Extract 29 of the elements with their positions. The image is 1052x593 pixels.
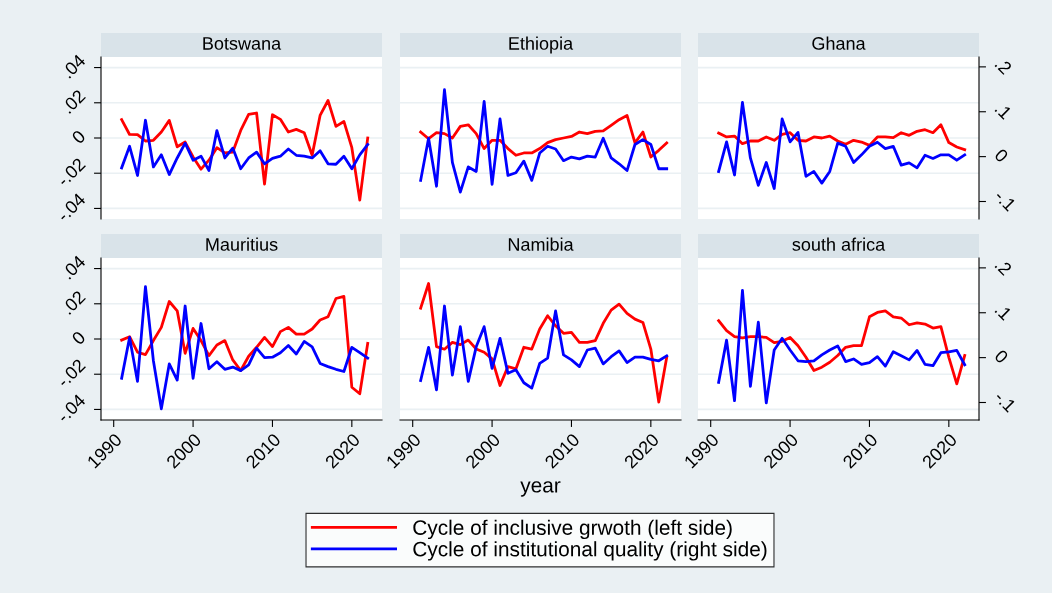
y-tick-label: .02 [61, 289, 87, 315]
y2-tick-label: .2 [994, 258, 1013, 276]
y-tick-label: -.02 [56, 157, 87, 188]
y2-tick-label: -.1 [994, 189, 1017, 212]
y-tick-label: -.04 [56, 192, 87, 223]
legend-label: Cycle of institutional quality (right side) [413, 541, 767, 561]
chart-title: Namibia [508, 237, 574, 251]
y2-tick-label: 0 [993, 348, 1009, 365]
y-tick-label: -.02 [56, 358, 87, 389]
chart-title: south africa [792, 237, 886, 251]
y2-tick-label: .1 [994, 303, 1013, 321]
y-tick-label: 0 [71, 330, 87, 346]
chart-title: Ethiopia [509, 36, 574, 54]
y-tick-label: -.04 [56, 393, 87, 424]
y2-tick-label: .2 [994, 57, 1013, 75]
y-tick-label: .04 [61, 254, 87, 280]
line-series [717, 100, 967, 190]
chart-title: Botswana [203, 37, 282, 50]
chart-title: Ghana [812, 36, 866, 50]
x-axis-title: year [520, 481, 561, 497]
y-tick-label: .04 [61, 53, 87, 79]
y-tick-label: .02 [61, 88, 87, 114]
y2-tick-label: -.1 [994, 390, 1017, 413]
chart-title: Mauritius [206, 237, 278, 251]
line-series [717, 288, 967, 405]
y2-tick-label: 0 [993, 147, 1009, 164]
y-tick-label: 0 [71, 129, 87, 145]
legend-label: Cycle of inclusive grwoth (left side) [413, 519, 732, 540]
y2-tick-label: .1 [994, 102, 1013, 120]
